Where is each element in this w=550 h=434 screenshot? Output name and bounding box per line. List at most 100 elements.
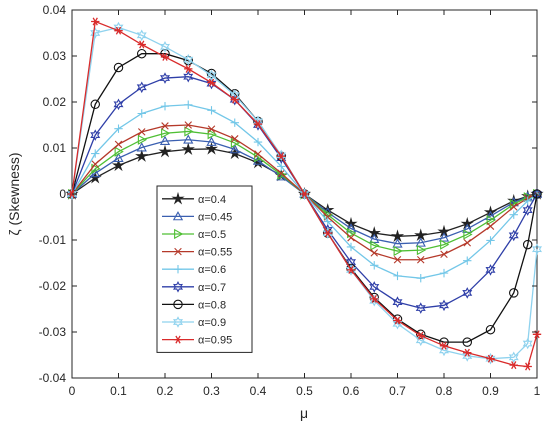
series-5-point-16: [438, 299, 450, 312]
series-7-point-14: [392, 317, 403, 330]
series-7-point-18: [485, 352, 496, 365]
legend-entry: α=0.55: [162, 247, 232, 259]
series-8-point-14: [393, 316, 402, 325]
series-5-point-12: [345, 256, 357, 268]
series-4-point-14: [393, 271, 402, 281]
y-tick-label: -0.01: [39, 233, 67, 247]
legend-marker: [171, 191, 185, 205]
legend-marker: [174, 247, 182, 256]
series-3-point-14: [393, 256, 402, 264]
series-line-1: [71, 139, 538, 245]
y-tick-label: -0.04: [39, 371, 67, 385]
series-4-point-19: [509, 210, 518, 219]
series-7-point-1: [90, 27, 101, 39]
series-1-point-7: [229, 144, 240, 154]
series-8-point-11: [323, 229, 332, 238]
series-7-point-12: [345, 264, 357, 276]
series-8-point-16: [439, 341, 449, 350]
series-8-point-5: [184, 64, 193, 73]
series-0-point-14: [390, 229, 405, 242]
series-8-point-8: [253, 120, 263, 129]
series-3-point-2: [114, 140, 123, 149]
legend-label: α=0.95: [198, 335, 232, 347]
series-4-point-3: [137, 109, 146, 118]
legend-marker: [172, 211, 184, 221]
series-7-point-6: [206, 69, 217, 82]
series-3-point-1: [91, 160, 99, 168]
series-3-point-6: [207, 125, 216, 133]
series-5-point-15: [415, 302, 426, 314]
series-2-point-18: [486, 215, 496, 226]
series-6-point-3: [137, 48, 147, 59]
series-4-point-4: [160, 101, 170, 111]
series-8-point-18: [486, 354, 495, 363]
series-8-point-6: [207, 78, 216, 87]
series-5-point-3: [136, 81, 147, 94]
legend-label: α=0.8: [198, 299, 226, 311]
y-tick-label: 0.03: [43, 49, 67, 63]
y-tick-label: 0.01: [43, 141, 67, 155]
series-4-point-1: [91, 149, 100, 158]
legend-entry: α=0.7: [162, 281, 226, 294]
legend-marker: [172, 281, 184, 293]
series-8-point-17: [463, 348, 472, 357]
series-0-point-3: [135, 149, 149, 162]
legend-marker: [173, 335, 183, 344]
legend-entry: α=0.5: [162, 228, 226, 241]
series-7-point-0: [66, 188, 78, 200]
series-3-point-15: [417, 256, 425, 264]
series-8-point-12: [346, 265, 356, 274]
series-7-point-9: [276, 149, 287, 162]
x-axis-label: μ: [300, 405, 308, 421]
series-8-point-4: [160, 52, 170, 61]
series-4-point-5: [184, 100, 193, 109]
series-2-point-5: [184, 126, 194, 137]
series-4-point-17: [463, 256, 472, 265]
series-7-point-19: [508, 351, 519, 364]
series-5-point-6: [206, 77, 217, 90]
x-tick-label: 0.5: [296, 384, 313, 398]
series-1-point-5: [183, 134, 194, 144]
x-tick-label: 0.6: [343, 384, 360, 398]
series-line-4: [71, 104, 538, 279]
legend-marker: [173, 265, 183, 274]
series-4-point-2: [114, 124, 123, 133]
x-tick-label: 0.4: [250, 384, 267, 398]
legend-marker: [173, 299, 183, 310]
x-tick-label: 0.7: [389, 384, 406, 398]
series-5-point-4: [159, 72, 171, 84]
series-2-point-7: [230, 137, 241, 149]
series-layer: [65, 17, 544, 371]
series-2-point-16: [440, 239, 450, 250]
legend-label: α=0.55: [198, 247, 232, 259]
series-6-point-15: [415, 329, 426, 340]
series-0-point-15: [414, 228, 428, 242]
series-7-point-20: [522, 337, 533, 350]
x-tick-label: 0.1: [110, 384, 127, 398]
legend-entry: α=0.8: [162, 299, 226, 311]
series-3-point-3: [138, 128, 146, 136]
series-8-point-2: [114, 26, 123, 35]
series-2-point-2: [114, 146, 124, 157]
series-5-point-20: [522, 204, 533, 216]
series-3-point-19: [510, 203, 518, 211]
series-3-point-13: [370, 249, 378, 257]
series-4-point-16: [439, 268, 449, 278]
series-7-point-5: [183, 53, 194, 66]
series-2-point-4: [161, 128, 171, 139]
x-tick-label: 0.9: [482, 384, 499, 398]
series-6-point-2: [113, 62, 124, 73]
legend-label: α=0.6: [198, 264, 226, 276]
series-2-point-3: [137, 134, 148, 145]
series-8-point-13: [370, 294, 379, 303]
series-2-point-13: [370, 240, 380, 251]
series-1-point-3: [136, 142, 147, 152]
axis-layer: 0 0.1 0.2 0.3 0.4 0.5 0.6 0.7 0.8 0.9 1 0.04 0.03 0.0…: [39, 3, 541, 398]
series-0-point-4: [158, 144, 172, 158]
legend-marker: [174, 228, 184, 240]
legend-entry: α=0.9: [162, 316, 226, 329]
series-4-point-7: [230, 118, 239, 127]
series-6-point-1: [90, 99, 101, 110]
